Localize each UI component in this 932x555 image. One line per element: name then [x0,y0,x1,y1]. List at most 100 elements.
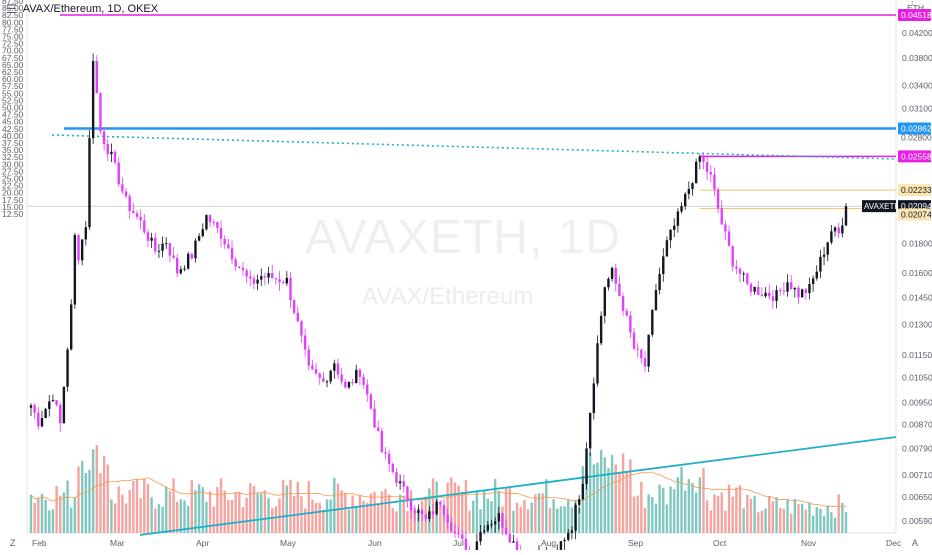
candle-body [823,255,825,257]
candle-body [589,413,591,448]
candle-body [81,239,83,260]
candle-body [278,279,280,282]
candle-body [293,300,295,313]
candle-body [176,258,178,273]
volume-bar [742,508,744,533]
candle-body [830,231,832,242]
time-axis-label: Aug [541,538,556,548]
volume-bar [636,496,638,533]
candle-body [728,231,730,245]
candle-body [362,377,364,385]
volume-bar [114,503,116,533]
candle-body [501,513,503,528]
candle-body [271,273,273,278]
volume-bar [406,511,408,533]
volume-bar [216,487,218,533]
price-tag-magenta-top: 0.04518 [898,9,932,21]
volume-bar [96,445,98,533]
volume-bar [355,506,357,533]
auto-scale-button[interactable]: A [912,538,918,548]
candle-body [805,289,807,293]
volume-bar [680,467,682,533]
candle-body [845,206,847,225]
candle-body [509,534,511,543]
menu-icon[interactable]: ☰ [6,2,17,16]
candle-body [231,248,233,259]
candle-body [85,227,87,239]
candle-body [66,349,68,386]
price-tag-blue-partial: 0.02800 [901,133,932,143]
candle-body [74,235,76,305]
candle-body [242,268,244,270]
volume-bar [48,510,50,533]
candle-body [761,295,763,296]
candle-body [498,513,500,521]
candle-body [600,316,602,343]
candle-body [450,523,452,532]
volume-bar [125,503,127,533]
volume-bar [808,503,810,533]
volume-bar [384,489,386,533]
candle-body [172,255,174,257]
time-axis-label: Feb [32,538,47,548]
candle-body [370,394,372,408]
volume-bar [596,463,598,533]
volume-bar [205,502,207,533]
right-axis-tick: 0.03800 [902,53,932,63]
candle-body [150,238,152,241]
candle-body [392,464,394,472]
candle-body [808,284,810,293]
right-axis-tick: 0.00950 [902,398,932,408]
candle-body [191,254,193,258]
volume-bar [753,496,755,533]
candle-body [662,256,664,274]
candle-body [48,401,50,408]
candle-body [490,524,492,525]
candle-body [55,400,57,405]
volume-bar [706,500,708,533]
volume-bar [340,490,342,533]
volume-bar [308,481,310,533]
candle-body [289,278,291,300]
candle-body [315,369,317,373]
volume-bar [59,496,61,533]
volume-bar [545,479,547,533]
candle-body [264,276,266,277]
volume-bar [439,506,441,533]
volume-bar [322,510,324,533]
candle-body [147,232,149,240]
volume-bar [710,510,712,533]
candle-body [841,225,843,233]
candle-body [403,481,405,486]
candle-body [165,243,167,244]
candle-body [275,278,277,279]
volume-bar [395,511,397,533]
volume-bar [286,486,288,533]
volume-bar [180,499,182,533]
candle-body [764,293,766,296]
volume-bar [563,506,565,533]
volume-bar [673,489,675,533]
candle-body [673,226,675,230]
candle-body [213,222,215,223]
volume-bar [99,473,101,533]
candle-body [41,418,43,426]
candle-body [837,227,839,233]
volume-bar [816,507,818,533]
volume-bar [88,470,90,533]
candle-body [757,287,759,295]
volume-bar [600,450,602,533]
volume-bar [333,478,335,533]
zoom-control[interactable]: Z [10,538,16,548]
candle-body [99,93,101,131]
volume-bar [315,503,317,533]
volume-bar [797,504,799,533]
candle-body [636,349,638,350]
volume-bar [647,494,649,533]
symbol-info[interactable]: AVAX/Ethereum, 1D, OKEX [23,3,158,15]
candle-body [724,225,726,232]
candle-body [563,540,565,541]
volume-bar [589,452,591,533]
